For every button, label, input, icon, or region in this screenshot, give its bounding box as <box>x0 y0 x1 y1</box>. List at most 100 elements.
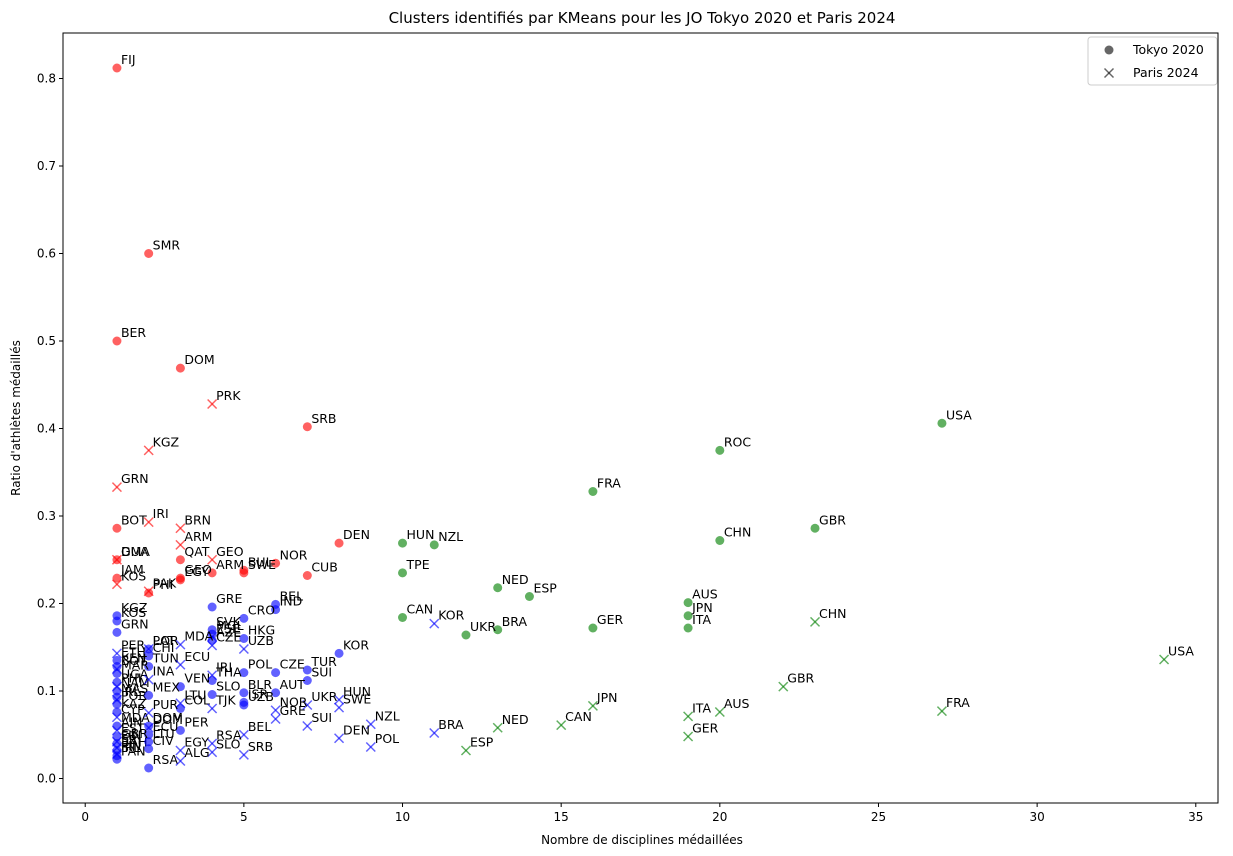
point-label: BRA <box>502 614 528 629</box>
point-label: DMA <box>121 544 150 559</box>
point-label: IRL <box>121 740 140 755</box>
tokyo-2020-point <box>112 63 122 73</box>
point-label: DOM <box>153 710 183 725</box>
point-label: FIN <box>121 738 141 753</box>
point-label: CHN <box>819 606 846 621</box>
tokyo-2020-point <box>398 613 408 622</box>
paris-2024-point <box>111 648 122 659</box>
paris-2024-point <box>207 631 218 642</box>
paris-2024-point <box>207 738 218 749</box>
paris-2024-point <box>302 699 313 711</box>
point-label: AIN <box>121 714 143 729</box>
point-label: GBR <box>787 671 814 686</box>
paris-2024-point <box>238 749 249 760</box>
y-tick-label: 0.7 <box>37 159 56 173</box>
point-label: CRO <box>248 602 275 617</box>
point-label: PUR <box>153 697 179 712</box>
point-label: BER <box>121 325 146 340</box>
point-label: GRE <box>280 703 306 718</box>
tokyo-2020-point <box>524 592 534 601</box>
point-label: INA <box>153 664 175 679</box>
point-label: UGA <box>121 666 149 681</box>
tokyo-2020-point <box>144 651 154 661</box>
tokyo-2020-point <box>398 568 408 578</box>
paris-2024-point <box>111 725 122 736</box>
x-axis-ticks: 0 5 10 15 20 25 30 35 <box>81 803 1203 824</box>
point-label: CIV <box>153 733 174 748</box>
paris-2024-point <box>334 702 345 713</box>
tokyo-2020-point <box>588 623 598 633</box>
point-label: ESP <box>470 735 494 750</box>
point-label: CZE <box>216 630 241 645</box>
point-label: UZB <box>248 689 274 704</box>
tokyo-2020-point <box>175 363 185 373</box>
paris-2024-point <box>175 745 186 756</box>
paris-2024-point <box>111 681 122 692</box>
paris-2024-point <box>111 482 122 493</box>
point-label: CHN <box>724 525 751 540</box>
paris-2024-point <box>302 720 313 732</box>
point-label: CAN <box>565 709 592 724</box>
point-label: ARM <box>216 557 244 572</box>
tokyo-2020-point <box>207 568 217 578</box>
point-label: PAN <box>121 743 146 758</box>
point-label: ITA <box>692 612 711 627</box>
tokyo-2020-point <box>175 725 185 735</box>
point-label: JAM <box>120 562 144 577</box>
paris-2024-point <box>936 706 947 717</box>
point-label: KEN <box>121 651 146 666</box>
point-label: MGL <box>216 618 243 633</box>
paris-2024-point <box>1159 654 1170 665</box>
paris-2024-point <box>270 713 281 725</box>
tokyo-2020-point <box>239 613 249 623</box>
tokyo-2020-point <box>175 555 185 565</box>
point-label: GER <box>597 612 624 627</box>
tokyo-2020-point <box>112 662 122 671</box>
plot-area <box>62 32 1219 804</box>
tokyo-2020-point <box>112 692 122 702</box>
point-label: BOT <box>121 512 147 527</box>
paris-2024-point <box>429 618 440 629</box>
tokyo-2020-point <box>271 605 281 615</box>
paris-2024-point <box>492 722 503 733</box>
paris-2024-point <box>143 722 154 733</box>
point-label: LTU <box>153 726 175 741</box>
paris-2024-point <box>111 664 122 675</box>
paris-2024-point <box>238 729 249 740</box>
point-label: BRA <box>438 717 464 732</box>
point-label: POL <box>375 731 399 746</box>
tokyo-2020-point <box>271 558 281 568</box>
tokyo-2020-point <box>239 568 249 578</box>
point-label: BEL <box>280 588 303 603</box>
point-label: SRI <box>121 732 141 747</box>
point-label: UZB <box>248 633 274 648</box>
tokyo-2020-point <box>810 523 820 533</box>
point-label: NED <box>502 712 529 727</box>
point-label: USA <box>946 407 972 422</box>
paris-2024-point <box>143 707 154 718</box>
point-label: ALG <box>184 745 209 760</box>
paris-2024-point <box>365 741 376 753</box>
paris-2024-point <box>556 720 567 731</box>
x-tick-label: 10 <box>395 810 410 824</box>
point-label: POR <box>121 688 147 703</box>
point-label: BEL <box>248 719 271 734</box>
point-label: TJK <box>215 693 236 708</box>
point-label: GRN <box>121 616 149 631</box>
point-label: ROC <box>724 434 752 449</box>
point-label: TPE <box>406 557 430 572</box>
point-label: VEN <box>184 671 210 686</box>
x-tick-label: 30 <box>1029 810 1044 824</box>
legend-box <box>1087 36 1218 86</box>
point-label: MAS <box>121 681 148 696</box>
tokyo-2020-point <box>715 536 725 545</box>
point-label: DOM <box>184 352 214 367</box>
tokyo-2020-point <box>493 583 503 593</box>
x-tick-label: 25 <box>871 810 886 824</box>
tokyo-2020-point <box>144 730 154 740</box>
paris-2024-point <box>683 711 694 722</box>
point-label: SWE <box>248 557 276 572</box>
point-label: ECU <box>153 719 179 734</box>
